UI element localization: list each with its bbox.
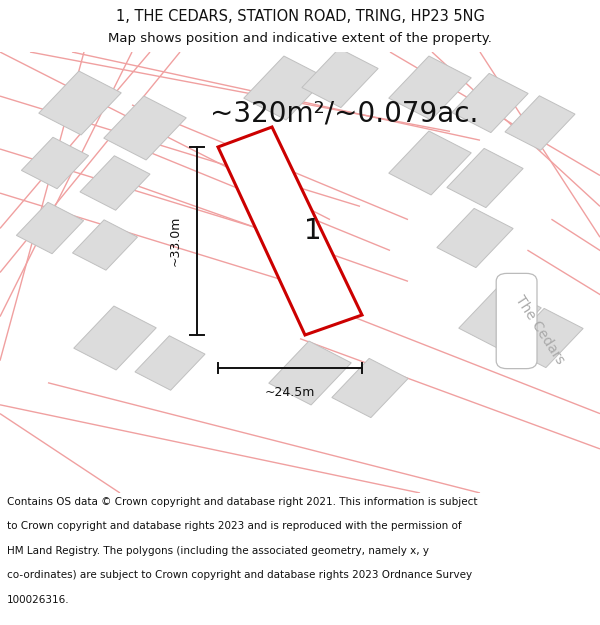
Polygon shape [389,56,471,120]
Polygon shape [459,286,541,350]
Polygon shape [73,220,137,270]
Text: Map shows position and indicative extent of the property.: Map shows position and indicative extent… [108,32,492,45]
Polygon shape [80,156,150,210]
Text: ~33.0m: ~33.0m [169,216,182,266]
Polygon shape [332,358,408,418]
Polygon shape [218,127,362,335]
Polygon shape [135,336,205,390]
Text: 1: 1 [304,217,322,245]
Polygon shape [447,148,523,208]
Text: 100026316.: 100026316. [7,594,70,604]
Text: HM Land Registry. The polygons (including the associated geometry, namely x, y: HM Land Registry. The polygons (includin… [7,546,429,556]
Polygon shape [16,202,83,254]
FancyBboxPatch shape [496,273,537,369]
Polygon shape [437,208,513,268]
Text: Contains OS data © Crown copyright and database right 2021. This information is : Contains OS data © Crown copyright and d… [7,497,478,507]
Polygon shape [269,341,351,405]
Polygon shape [39,71,121,135]
Polygon shape [104,96,186,160]
Polygon shape [244,56,326,120]
Polygon shape [74,306,156,370]
Text: The Cedars: The Cedars [512,293,568,367]
Polygon shape [452,73,528,132]
Text: to Crown copyright and database rights 2023 and is reproduced with the permissio: to Crown copyright and database rights 2… [7,521,462,531]
Polygon shape [507,308,583,368]
Text: co-ordinates) are subject to Crown copyright and database rights 2023 Ordnance S: co-ordinates) are subject to Crown copyr… [7,570,472,580]
Polygon shape [22,138,89,189]
Text: ~320m²/~0.079ac.: ~320m²/~0.079ac. [210,100,478,127]
Text: 1, THE CEDARS, STATION ROAD, TRING, HP23 5NG: 1, THE CEDARS, STATION ROAD, TRING, HP23… [116,9,484,24]
Polygon shape [389,131,471,195]
Polygon shape [302,48,378,108]
Text: ~24.5m: ~24.5m [265,386,315,399]
Polygon shape [505,96,575,150]
